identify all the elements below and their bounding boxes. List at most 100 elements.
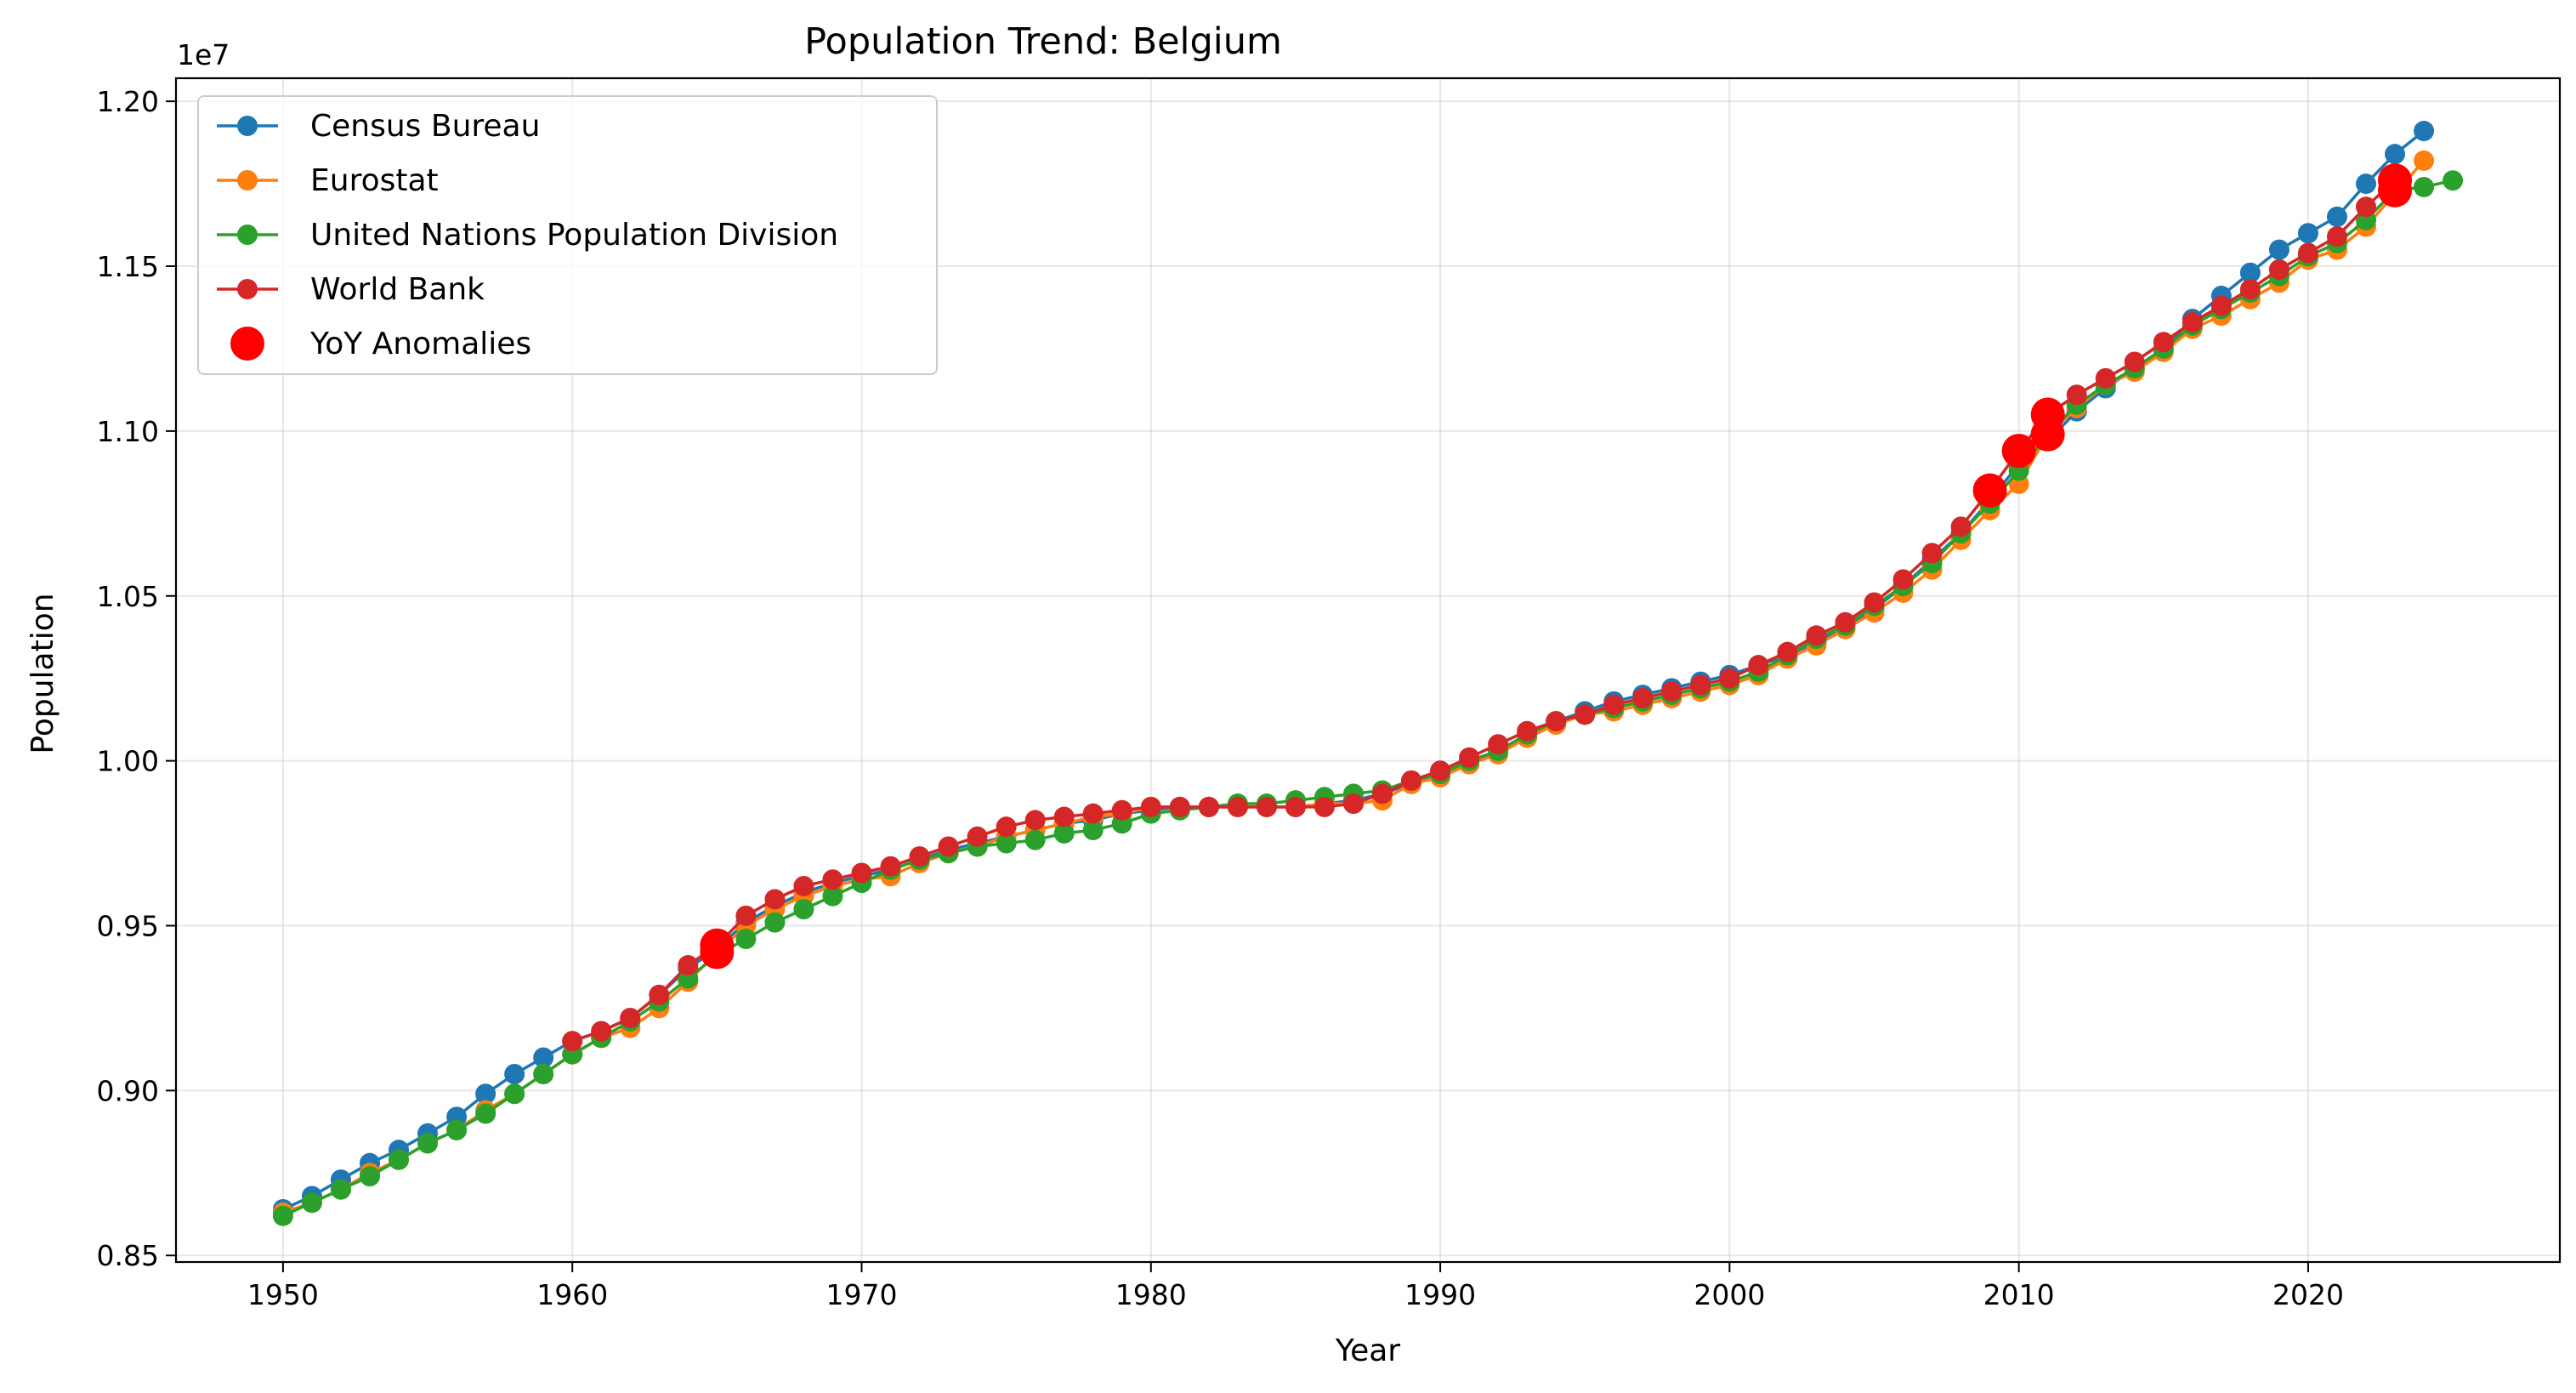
data-point bbox=[1892, 569, 1914, 590]
data-point bbox=[1401, 770, 1422, 791]
anomaly-point bbox=[2001, 434, 2036, 469]
data-point bbox=[562, 1031, 583, 1052]
data-point bbox=[475, 1103, 496, 1124]
data-point bbox=[2414, 121, 2435, 142]
data-point bbox=[822, 869, 843, 890]
legend-marker bbox=[237, 225, 258, 245]
data-point bbox=[678, 955, 699, 976]
series-line bbox=[571, 179, 2397, 1043]
data-point bbox=[764, 912, 786, 933]
x-tick-label: 1950 bbox=[247, 1278, 319, 1311]
data-point bbox=[389, 1149, 410, 1170]
x-tick-label: 2020 bbox=[2272, 1278, 2344, 1311]
data-point bbox=[1488, 734, 1509, 755]
data-point bbox=[793, 875, 814, 896]
x-tick-label: 1990 bbox=[1404, 1278, 1476, 1311]
x-axis-label: Year bbox=[1335, 1333, 1400, 1368]
x-tick-label: 1960 bbox=[536, 1278, 608, 1311]
data-point bbox=[1314, 796, 1335, 817]
data-point bbox=[591, 1021, 612, 1042]
data-point bbox=[504, 1063, 525, 1084]
data-point bbox=[1082, 820, 1104, 841]
data-point bbox=[330, 1179, 351, 1200]
data-point bbox=[1690, 674, 1711, 696]
legend: Census Bureau Eurostat United Nations Popu… bbox=[197, 95, 938, 375]
data-point bbox=[909, 846, 930, 867]
data-point bbox=[1169, 796, 1190, 817]
anomaly-markers bbox=[700, 163, 2413, 969]
data-point bbox=[1082, 803, 1104, 824]
data-point bbox=[2356, 173, 2377, 195]
x-tick-label: 1970 bbox=[826, 1278, 897, 1311]
legend-label: YoY Anomalies bbox=[309, 327, 531, 361]
y-tick-label: 0.90 bbox=[97, 1074, 159, 1107]
y-tick-label: 1.15 bbox=[97, 250, 159, 283]
data-point bbox=[1430, 760, 1451, 782]
y-tick-label: 1.05 bbox=[97, 580, 159, 613]
data-point bbox=[1227, 796, 1248, 817]
legend-box bbox=[197, 95, 938, 375]
data-point bbox=[417, 1133, 439, 1154]
series-line bbox=[282, 179, 2454, 1218]
data-point bbox=[272, 1205, 293, 1226]
anomaly-point bbox=[1972, 473, 2007, 508]
data-point bbox=[2414, 150, 2435, 171]
data-point bbox=[735, 929, 757, 950]
data-point bbox=[2268, 239, 2289, 260]
data-point bbox=[446, 1119, 468, 1140]
legend-marker bbox=[237, 116, 258, 136]
data-point bbox=[1111, 799, 1132, 821]
data-point bbox=[620, 1008, 641, 1029]
data-point bbox=[2239, 279, 2261, 300]
data-point bbox=[793, 899, 814, 920]
data-point bbox=[1256, 796, 1277, 817]
data-point bbox=[1661, 681, 1682, 702]
data-point bbox=[1777, 641, 1798, 662]
data-point bbox=[822, 885, 843, 907]
data-point bbox=[938, 836, 959, 857]
legend-marker bbox=[237, 170, 258, 190]
legend-label: United Nations Population Division bbox=[310, 218, 838, 253]
x-tick-label: 2010 bbox=[1983, 1278, 2055, 1311]
data-point bbox=[1053, 822, 1075, 844]
anomaly-point bbox=[700, 935, 735, 969]
data-point bbox=[1342, 793, 1364, 815]
chart-title: Population Trend: Belgium bbox=[804, 20, 1282, 63]
data-point bbox=[2124, 351, 2145, 372]
series-layer bbox=[272, 121, 2464, 1226]
data-point bbox=[359, 1166, 380, 1187]
data-point bbox=[1024, 829, 1046, 850]
data-point bbox=[1546, 711, 1567, 732]
data-point bbox=[851, 862, 872, 884]
data-point bbox=[1603, 694, 1625, 715]
data-point bbox=[1024, 810, 1046, 831]
legend-label: World Bank bbox=[310, 272, 485, 307]
y-tick-label: 1.10 bbox=[97, 415, 159, 448]
data-point bbox=[1140, 796, 1161, 817]
data-point bbox=[2066, 384, 2087, 406]
data-point bbox=[1864, 592, 1885, 613]
data-point bbox=[1053, 806, 1075, 827]
data-point bbox=[2153, 332, 2174, 353]
data-point bbox=[2095, 367, 2116, 389]
plot-frame bbox=[174, 77, 2562, 1264]
data-point bbox=[301, 1192, 322, 1214]
data-point bbox=[1806, 625, 1827, 646]
data-point bbox=[1285, 796, 1306, 817]
data-point bbox=[2326, 226, 2347, 247]
data-point bbox=[764, 889, 786, 910]
y-tick-label: 1.20 bbox=[97, 85, 159, 118]
data-point bbox=[1459, 747, 1480, 768]
data-point bbox=[880, 856, 901, 877]
data-point bbox=[1517, 720, 1538, 742]
data-point bbox=[2356, 196, 2377, 218]
y-tick-label: 1.00 bbox=[97, 745, 159, 778]
data-point bbox=[1950, 516, 1972, 537]
legend-label: Eurostat bbox=[310, 163, 439, 198]
data-point bbox=[2268, 259, 2289, 280]
data-point bbox=[1921, 543, 1943, 564]
legend-marker bbox=[237, 279, 258, 299]
y-tick-label: 0.95 bbox=[97, 910, 159, 943]
data-point bbox=[1372, 783, 1393, 805]
